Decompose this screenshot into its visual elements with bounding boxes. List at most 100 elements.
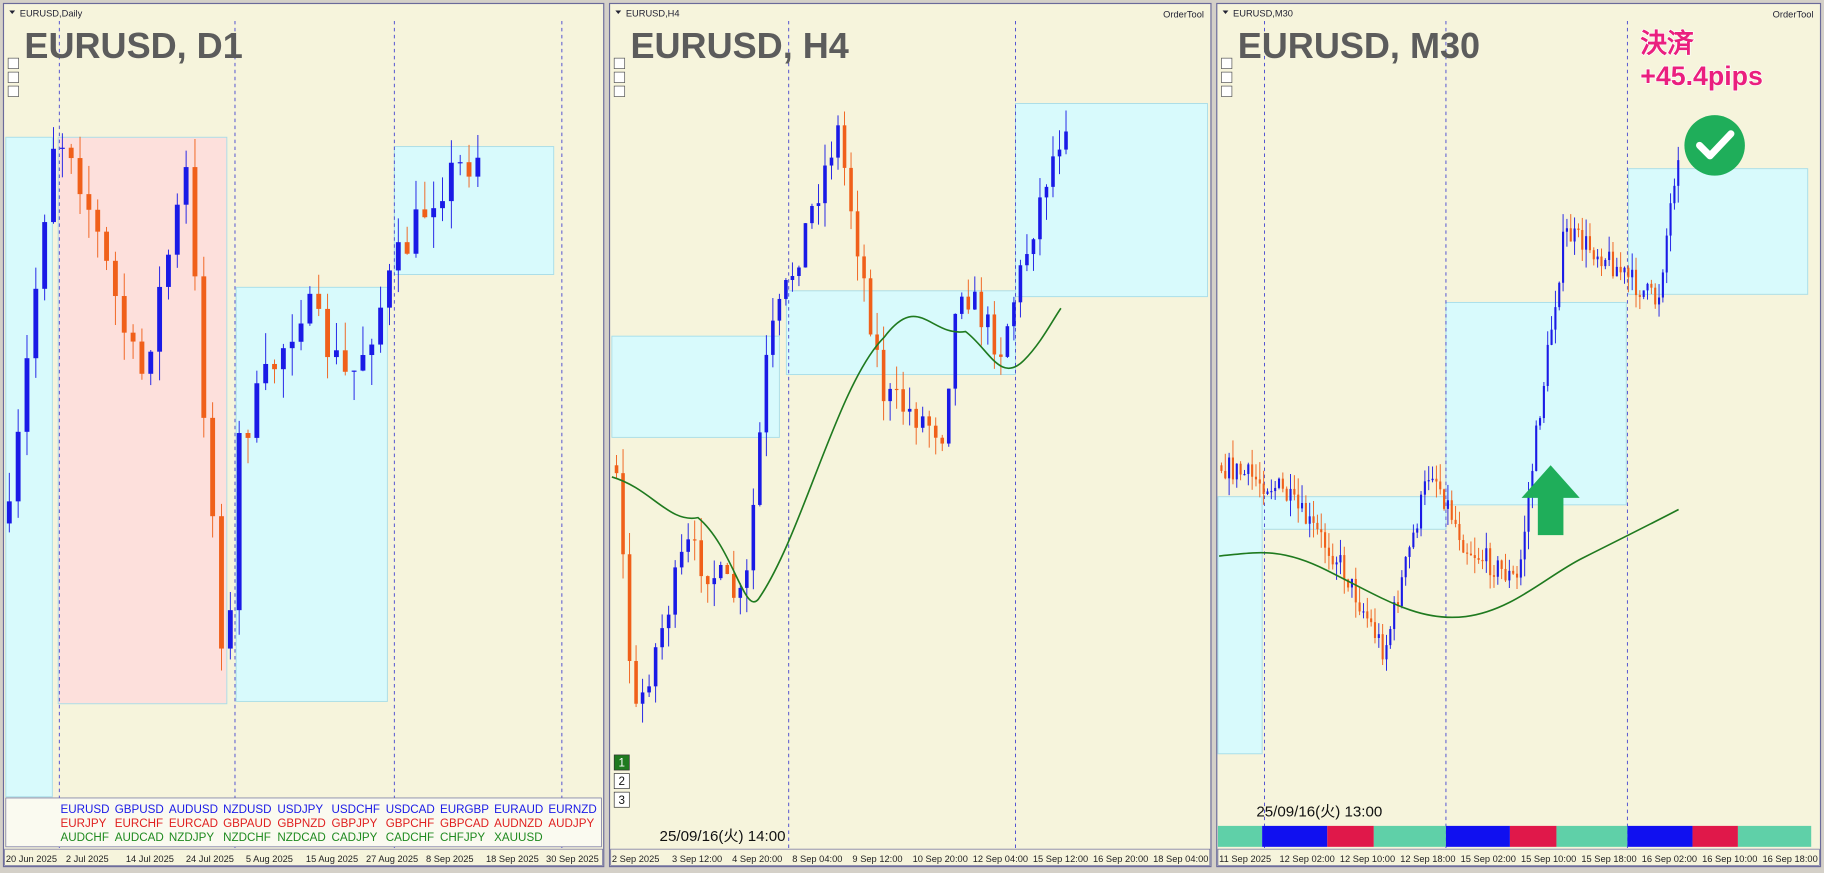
candle-body bbox=[272, 363, 277, 370]
candle-body bbox=[966, 296, 971, 310]
symbol-link[interactable]: GBPCHF bbox=[386, 817, 434, 830]
session-bar bbox=[1262, 825, 1328, 847]
symbol-link[interactable]: CHFJPY bbox=[440, 831, 485, 844]
session-bar bbox=[1373, 825, 1446, 847]
candle-body bbox=[360, 355, 366, 371]
symbol-link[interactable]: NZDCAD bbox=[277, 831, 325, 844]
window-title: EURUSD,Daily bbox=[20, 8, 83, 18]
symbol-link[interactable]: CADCHF bbox=[386, 831, 434, 844]
time-axis-label: 16 Sep 18:00 bbox=[1762, 854, 1817, 864]
symbol-link[interactable]: USDJPY bbox=[277, 803, 323, 816]
tab-button[interactable] bbox=[613, 791, 630, 808]
candle-body bbox=[86, 194, 92, 210]
symbol-link[interactable]: EURNZD bbox=[548, 803, 596, 816]
symbol-link[interactable]: AUDJPY bbox=[548, 817, 594, 830]
candle-body bbox=[148, 351, 154, 374]
tab-button-label[interactable]: 2 bbox=[619, 775, 625, 788]
candle-body bbox=[1462, 540, 1465, 553]
symbol-link[interactable]: EURAUD bbox=[494, 803, 543, 816]
candle-body bbox=[440, 201, 445, 209]
symbol-link[interactable]: NZDUSD bbox=[223, 803, 271, 816]
candle-body bbox=[1005, 326, 1010, 357]
session-bar bbox=[1556, 825, 1628, 847]
symbol-link[interactable]: USDCHF bbox=[332, 803, 380, 816]
candle-body bbox=[1339, 555, 1342, 563]
symbol-link[interactable]: AUDNZD bbox=[494, 817, 542, 830]
candle-body bbox=[1638, 295, 1641, 297]
time-axis-label: 5 Aug 2025 bbox=[246, 854, 293, 864]
time-axis-label: 24 Jul 2025 bbox=[186, 854, 234, 864]
symbol-link[interactable]: GBPJPY bbox=[332, 817, 378, 830]
candle-body bbox=[431, 208, 437, 218]
symbol-link[interactable]: GBPCAD bbox=[440, 817, 489, 830]
time-axis-label: 20 Jun 2025 bbox=[6, 854, 57, 864]
candle-body bbox=[201, 276, 207, 418]
candle-body bbox=[1558, 282, 1561, 308]
symbol-link[interactable]: CADJPY bbox=[332, 831, 378, 844]
candle-body bbox=[351, 370, 357, 372]
symbol-link[interactable]: AUDCHF bbox=[60, 831, 108, 844]
symbol-link[interactable]: EURUSD bbox=[60, 803, 109, 816]
symbol-link[interactable]: GBPAUD bbox=[223, 817, 271, 830]
symbol-link[interactable]: USDCAD bbox=[386, 803, 435, 816]
tab-button[interactable] bbox=[613, 773, 630, 790]
candle-body bbox=[1270, 491, 1273, 493]
zone-box bbox=[393, 146, 555, 275]
symbol-link[interactable]: XAUUSD bbox=[494, 831, 542, 844]
candle-body bbox=[1235, 463, 1238, 480]
candle-body bbox=[751, 504, 756, 571]
candle-body bbox=[927, 416, 932, 426]
candle-body bbox=[699, 540, 704, 577]
symbol-link[interactable]: NZDJPY bbox=[169, 831, 214, 844]
symbol-link[interactable]: EURCAD bbox=[169, 817, 218, 830]
symbol-link[interactable]: GBPNZD bbox=[277, 817, 325, 830]
candle-body bbox=[24, 358, 30, 432]
symbol-link[interactable]: EURCHF bbox=[115, 817, 163, 830]
candle-body bbox=[219, 516, 224, 649]
candle-body bbox=[157, 286, 163, 352]
candle-body bbox=[777, 298, 782, 321]
tab-button-label[interactable]: 3 bbox=[619, 794, 625, 807]
candle-body bbox=[1300, 502, 1304, 509]
time-axis-label: 12 Sep 10:00 bbox=[1340, 854, 1395, 864]
candle-body bbox=[718, 564, 723, 579]
time-axis-label: 9 Sep 12:00 bbox=[852, 854, 902, 864]
time-axis-label: 12 Sep 02:00 bbox=[1279, 854, 1334, 864]
candle-body bbox=[1446, 500, 1449, 509]
time-axis-label: 10 Sep 20:00 bbox=[913, 854, 968, 864]
candle-body bbox=[797, 267, 801, 276]
candle-body bbox=[183, 167, 189, 205]
tab-button-label[interactable]: 1 bbox=[619, 757, 625, 770]
symbol-link[interactable]: AUDUSD bbox=[169, 803, 218, 816]
session-bar bbox=[1692, 825, 1738, 847]
candle-body bbox=[614, 465, 619, 474]
candle-body bbox=[448, 162, 454, 202]
candle-body bbox=[1408, 547, 1411, 557]
symbol-link[interactable]: EURJPY bbox=[60, 817, 106, 830]
candle-body bbox=[395, 242, 401, 271]
candle-body bbox=[1631, 269, 1634, 278]
symbol-link[interactable]: AUDCAD bbox=[115, 831, 164, 844]
tab-button[interactable] bbox=[613, 754, 630, 771]
candle-body bbox=[1228, 457, 1231, 479]
chart-label: EURUSD, D1 bbox=[24, 25, 242, 66]
candle-body bbox=[679, 551, 684, 568]
candle-body bbox=[1538, 418, 1542, 426]
candle-body bbox=[1535, 425, 1538, 471]
candle-body bbox=[1573, 228, 1576, 242]
candle-body bbox=[992, 314, 997, 355]
symbol-link[interactable]: EURGBP bbox=[440, 803, 489, 816]
candle-body bbox=[920, 416, 925, 428]
candle-body bbox=[1592, 250, 1595, 260]
candle-body bbox=[1297, 494, 1300, 509]
zoom-button bbox=[7, 71, 19, 83]
candle-body bbox=[1289, 488, 1292, 501]
symbol-link[interactable]: GBPUSD bbox=[115, 803, 164, 816]
time-axis-label: 14 Jul 2025 bbox=[126, 854, 174, 864]
candle-body bbox=[1677, 160, 1680, 186]
symbol-link[interactable]: NZDCHF bbox=[223, 831, 271, 844]
candle-body bbox=[192, 167, 198, 277]
candle-body bbox=[1554, 307, 1557, 330]
candle-body bbox=[712, 578, 717, 585]
candle-body bbox=[1220, 465, 1223, 471]
